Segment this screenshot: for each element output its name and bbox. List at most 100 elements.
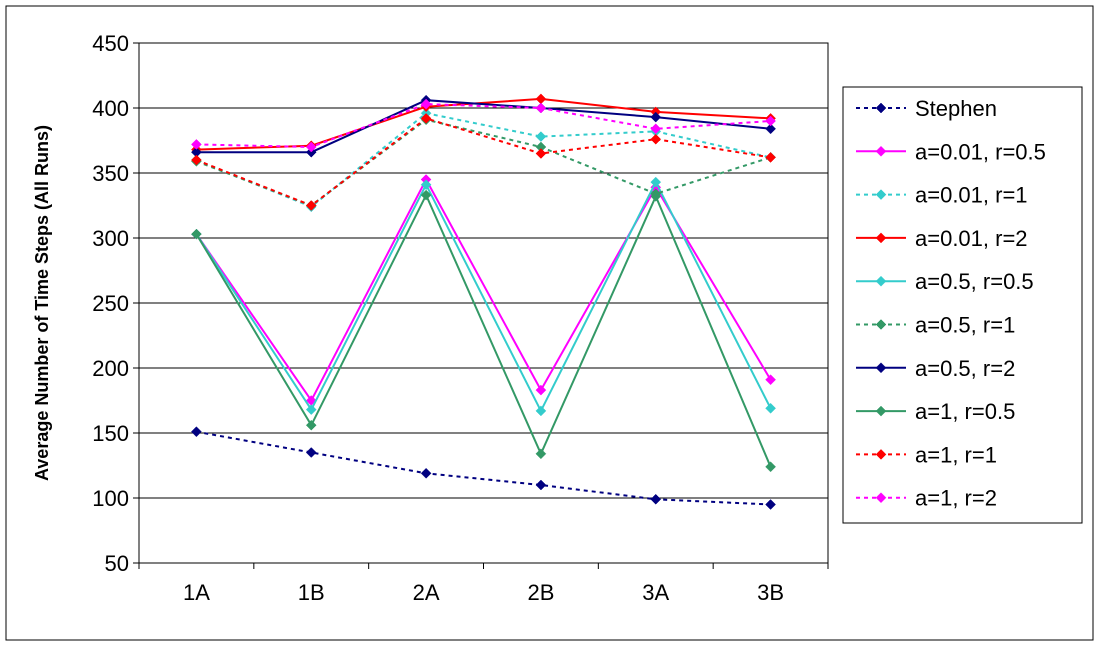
y-tick-label: 250 bbox=[92, 291, 129, 316]
legend-marker bbox=[875, 232, 887, 244]
data-point bbox=[535, 448, 547, 460]
series-9 bbox=[191, 113, 776, 211]
legend-box bbox=[842, 86, 1083, 524]
x-tick-label: 3A bbox=[642, 580, 669, 605]
data-point bbox=[420, 98, 432, 110]
legend-marker bbox=[875, 319, 887, 330]
data-point bbox=[191, 154, 202, 166]
legend-item: a=0.5, r=0.5 bbox=[856, 269, 1034, 294]
y-tick-label: 150 bbox=[92, 421, 129, 446]
y-tick-label: 50 bbox=[105, 551, 129, 576]
legend-marker bbox=[875, 189, 887, 200]
legend-label: a=0.01, r=0.5 bbox=[915, 139, 1046, 164]
y-tick-label: 100 bbox=[92, 486, 129, 511]
data-point bbox=[535, 102, 547, 114]
data-point bbox=[650, 191, 662, 202]
data-point bbox=[305, 419, 317, 431]
series-line bbox=[196, 112, 771, 208]
data-point bbox=[765, 402, 776, 414]
data-point bbox=[650, 111, 662, 123]
series bbox=[191, 93, 776, 510]
data-point bbox=[650, 493, 662, 505]
data-point bbox=[191, 426, 202, 438]
legend-marker bbox=[875, 405, 887, 417]
series-line bbox=[196, 118, 771, 207]
data-point bbox=[535, 479, 547, 491]
data-point bbox=[765, 115, 776, 127]
series-line bbox=[196, 117, 771, 207]
data-point bbox=[535, 148, 547, 159]
data-point bbox=[765, 152, 776, 163]
data-point bbox=[420, 467, 432, 479]
series-line bbox=[196, 430, 771, 506]
data-point bbox=[650, 123, 662, 135]
legend-label: a=0.01, r=1 bbox=[915, 183, 1028, 208]
data-point bbox=[535, 384, 547, 396]
data-point bbox=[765, 374, 776, 386]
series-5 bbox=[191, 176, 776, 417]
legend-marker bbox=[875, 102, 887, 114]
data-point bbox=[765, 499, 776, 510]
legend-item: a=0.5, r=2 bbox=[856, 356, 1015, 381]
legend-label: Stephen bbox=[915, 96, 997, 121]
series-line bbox=[195, 192, 772, 468]
legend-item: a=0.5, r=1 bbox=[856, 313, 1015, 338]
legend-marker bbox=[875, 362, 887, 374]
data-point bbox=[535, 131, 547, 142]
legend-marker bbox=[875, 145, 887, 157]
legend: Stephen a=0.01, r=0.5 a=0.01, r=1 a=0.01, r… bbox=[856, 96, 1046, 511]
data-point bbox=[765, 123, 776, 135]
data-point bbox=[305, 404, 317, 415]
y-tick-label: 350 bbox=[92, 161, 129, 186]
series-8 bbox=[191, 189, 776, 473]
x-tick-label: 2A bbox=[413, 580, 440, 605]
legend-item: Stephen bbox=[856, 96, 997, 121]
y-tick-label: 400 bbox=[92, 96, 129, 121]
legend-label: a=1, r=2 bbox=[915, 486, 997, 511]
legend-label: a=0.5, r=1 bbox=[915, 313, 1015, 338]
legend-label: a=0.5, r=2 bbox=[915, 356, 1015, 381]
legend-label: a=0.01, r=2 bbox=[915, 226, 1028, 251]
y-tick-label: 450 bbox=[92, 31, 129, 56]
x-tick-label: 1A bbox=[183, 580, 210, 605]
legend-marker bbox=[875, 275, 887, 287]
series-line bbox=[196, 103, 771, 149]
series-10 bbox=[191, 98, 776, 153]
series-line bbox=[195, 179, 772, 414]
y-tick-label: 200 bbox=[92, 356, 129, 381]
data-point bbox=[305, 200, 317, 211]
series-line bbox=[196, 99, 771, 154]
data-point bbox=[191, 228, 202, 240]
legend-item: a=0.01, r=2 bbox=[856, 226, 1028, 251]
data-point bbox=[535, 405, 547, 417]
x-tick-label: 3B bbox=[757, 580, 784, 605]
data-point bbox=[650, 133, 662, 145]
legend-marker bbox=[875, 492, 887, 504]
data-point bbox=[650, 176, 662, 188]
legend-item: a=1, r=2 bbox=[856, 486, 997, 511]
series-line bbox=[196, 97, 771, 151]
y-axis-label: Average Number of Time Steps (All Runs) bbox=[32, 125, 52, 481]
legend-item: a=0.01, r=0.5 bbox=[856, 139, 1046, 164]
series-1 bbox=[191, 426, 776, 510]
data-point bbox=[420, 179, 432, 191]
x-tick-label: 2B bbox=[527, 580, 554, 605]
gridlines bbox=[139, 42, 828, 499]
data-point bbox=[420, 189, 432, 201]
axes: Average Number of Time Steps (All Runs) … bbox=[32, 31, 829, 605]
legend-label: a=1, r=1 bbox=[915, 442, 997, 467]
legend-item: a=1, r=1 bbox=[856, 442, 997, 467]
data-point bbox=[420, 113, 432, 124]
data-point bbox=[305, 141, 317, 153]
data-point bbox=[305, 447, 317, 458]
legend-item: a=1, r=0.5 bbox=[856, 399, 1015, 424]
legend-marker bbox=[875, 449, 887, 460]
y-tick-label: 300 bbox=[92, 226, 129, 251]
x-tick-label: 1B bbox=[298, 580, 325, 605]
data-point bbox=[191, 139, 202, 150]
data-point bbox=[765, 461, 776, 473]
legend-item: a=0.01, r=1 bbox=[856, 183, 1028, 208]
legend-label: a=0.5, r=0.5 bbox=[915, 269, 1034, 294]
